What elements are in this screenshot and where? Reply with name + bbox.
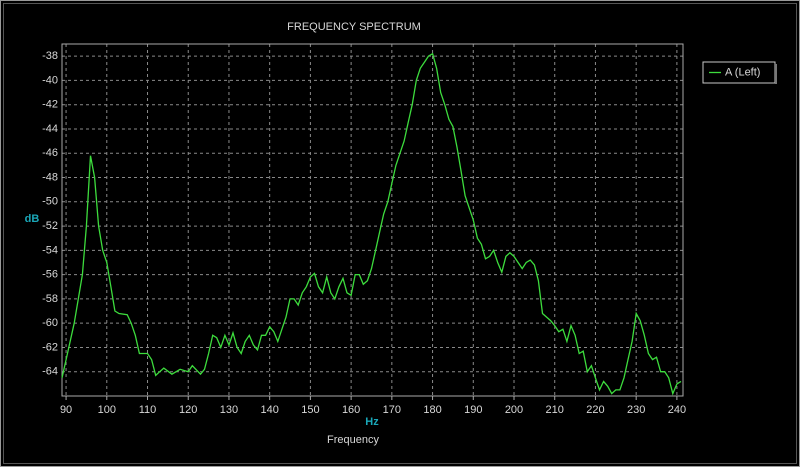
x-tick-label: 160 [342,404,360,416]
y-tick-label: -38 [42,50,58,62]
y-tick-label: -56 [42,269,58,281]
x-tick-label: 190 [464,404,482,416]
inner-frame [3,3,797,464]
y-tick-label: -52 [42,220,58,232]
x-axis-unit: Hz [365,416,379,428]
x-tick-label: 130 [220,404,238,416]
x-tick-label: 120 [179,404,197,416]
y-tick-label: -46 [42,147,58,159]
y-axis-label: dB [25,213,40,225]
y-tick-label: -48 [42,171,58,183]
series-line [61,52,682,396]
x-tick-label: 200 [505,404,523,416]
y-tick-label: -58 [42,293,58,305]
x-tick-label: 180 [423,404,441,416]
x-tick-label: 150 [301,404,319,416]
legend-label: A (Left) [725,66,760,78]
x-tick-label: 240 [668,404,686,416]
x-axis-label: Frequency [327,434,379,446]
y-tick-label: -40 [42,74,58,86]
x-tick-label: 220 [586,404,604,416]
y-tick-label: -54 [42,244,58,256]
x-tick-label: 110 [139,404,157,416]
y-tick-label: -44 [42,123,58,135]
y-tick-label: -50 [42,196,58,208]
y-tick-label: -60 [42,317,58,329]
x-tick-label: 90 [60,404,72,416]
chart-title: FREQUENCY SPECTRUM [287,21,421,33]
x-tick-label: 100 [98,404,116,416]
x-tick-label: 230 [627,404,645,416]
x-tick-label: 210 [546,404,564,416]
x-tick-label: 140 [260,404,278,416]
y-tick-label: -64 [42,366,58,378]
x-tick-label: 170 [383,404,401,416]
y-tick-label: -62 [42,341,58,353]
plot-border [61,43,684,397]
y-tick-label: -42 [42,99,58,111]
